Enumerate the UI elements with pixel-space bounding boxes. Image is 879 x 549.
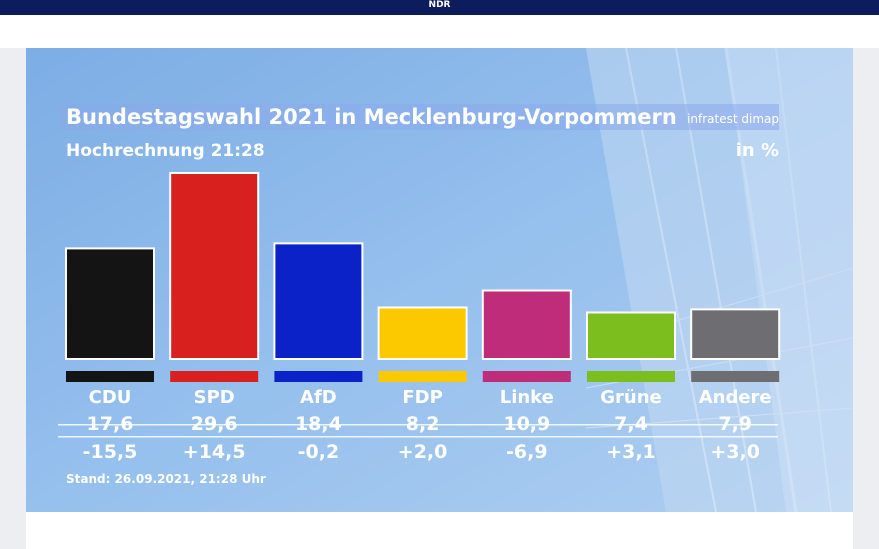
election-graphic: Bundestagswahl 2021 in Mecklenburg-Vorpo… [26,48,853,512]
category-label: CDU [89,387,132,408]
title-band [59,104,779,130]
unit-label: in % [735,140,779,161]
value-label: 10,9 [503,413,550,435]
category-label: Grüne [600,387,662,408]
chart-subtitle: Hochrechnung 21:28 [66,141,265,161]
top-banner: NDR [0,0,879,15]
category-label: Andere [699,387,772,408]
category-label: Linke [500,387,554,408]
source-label: infratest dimap [687,112,779,126]
bar-afd [273,242,364,360]
category-label: SPD [194,387,235,408]
change-label: -6,9 [506,441,548,463]
value-label: 7,9 [718,413,752,435]
bar-cdu [65,247,155,361]
bar-spd [169,172,260,360]
value-label: 29,6 [191,413,238,435]
change-label: -15,5 [83,441,138,463]
category-label: AfD [300,387,337,408]
brand-logo[interactable]: NDR [428,0,451,10]
bar-andere [690,308,781,360]
color-strip-grüne [587,371,675,382]
row-divider-1 [58,424,778,426]
change-label: +14,5 [183,441,246,463]
value-label: 18,4 [295,413,342,435]
timestamp-footer: Stand: 26.09.2021, 21:28 Uhr [66,472,266,486]
change-label: +3,0 [710,441,760,463]
color-strip-afd [274,371,363,382]
article-card-bottom [26,512,853,549]
nav-strip [0,15,879,48]
color-strip-andere [691,371,780,382]
row-divider-2 [58,436,778,438]
value-label: 8,2 [406,413,440,435]
bar-grüne [586,311,676,360]
value-label: 7,4 [614,413,648,435]
bar-fdp [377,306,468,360]
color-strip-cdu [66,371,154,382]
color-strip-fdp [378,371,467,382]
bar-linke [481,289,572,360]
color-strip-spd [170,371,259,382]
change-label: +3,1 [606,441,656,463]
change-label: -0,2 [298,441,340,463]
category-label: FDP [402,387,442,408]
value-label: 17,6 [87,413,134,435]
color-strip-linke [482,371,571,382]
change-label: +2,0 [398,441,448,463]
chart-title: Bundestagswahl 2021 in Mecklenburg-Vorpo… [66,105,677,129]
bar-chart: CDU 17,6 -15,5 SPD 29,6 +14,5 AfD 18,4 -0,2 FDP 8,… [58,172,781,463]
